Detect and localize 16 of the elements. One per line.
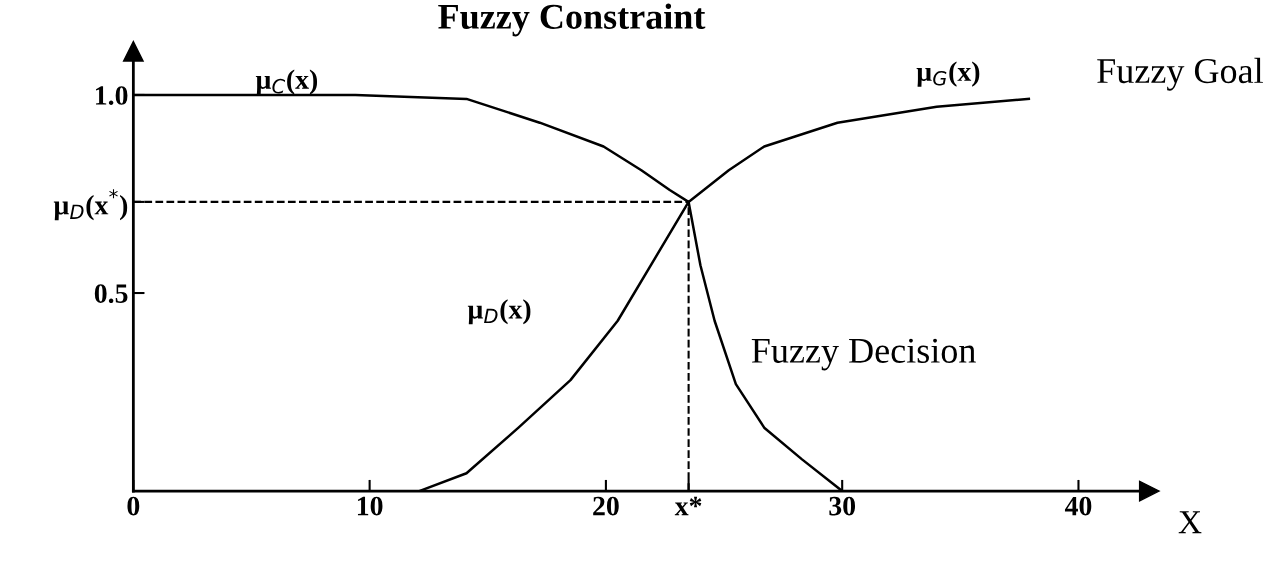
y-tick-label: 1.0 [95, 86, 128, 105]
x-tick-label: 10 [357, 496, 383, 516]
annotation: Fuzzy Decision [751, 338, 976, 371]
x-tick-label: 40 [1064, 496, 1092, 516]
x-tick-label: 20 [593, 496, 619, 516]
text: Fuzzy Constraint [438, 3, 706, 37]
series-label: μ$_{G}$(x) [916, 61, 980, 87]
y-tick-label: 0.5 [94, 284, 128, 304]
x-tick-label: x* [674, 496, 702, 516]
y-tick-label: μ$_{D}$(x$^{*}$) [53, 189, 128, 221]
x-tick-label: 0 [127, 496, 140, 516]
x-tick-label: 30 [829, 496, 856, 516]
x-axis-title: X [1178, 511, 1202, 534]
annotation: Fuzzy Goal [1097, 57, 1263, 91]
text: μ$_{D}$(x) [467, 299, 531, 325]
series-label: μ$_{C}$(x) [255, 69, 318, 95]
